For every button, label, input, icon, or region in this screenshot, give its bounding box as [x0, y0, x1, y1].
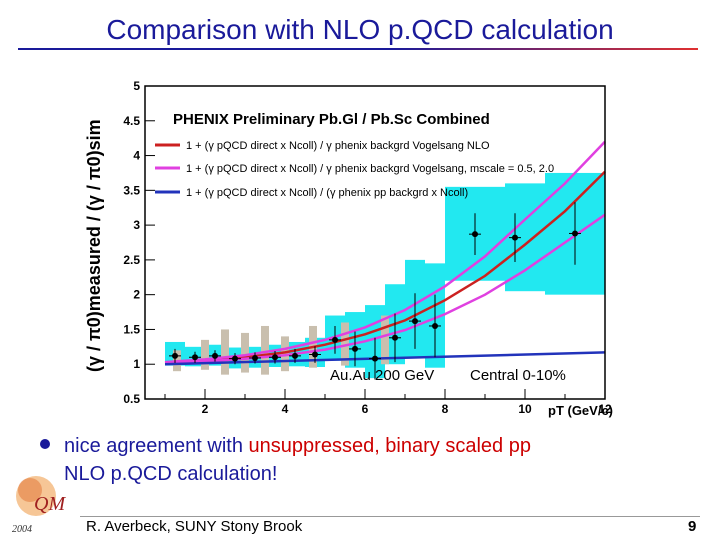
gray-band-7 [341, 322, 349, 366]
data-point-11 [392, 334, 398, 341]
y-tick-label-5: 3 [133, 218, 140, 232]
data-point-7 [312, 351, 318, 358]
data-point-4 [252, 354, 258, 361]
y-tick-label-2: 1.5 [123, 322, 140, 336]
y-tick-label-6: 3.5 [123, 183, 140, 197]
x-tick-label-5: 12 [598, 402, 612, 416]
data-point-1 [192, 354, 198, 361]
bullet-text-highlight: unsuppressed, binary scaled pp [248, 435, 531, 457]
data-point-0 [172, 352, 178, 359]
conclusion-bullet: nice agreement with unsuppressed, binary… [40, 432, 700, 488]
logo-year: 2004 [12, 524, 32, 535]
bullet-text-part3: NLO p.QCD calculation! [64, 463, 278, 485]
legend-label-vogelsang-nlo: 1 + (γ pQCD direct x Ncoll) / γ phenix b… [186, 140, 490, 152]
gray-band-1 [201, 339, 209, 370]
data-point-5 [272, 354, 278, 361]
legend-label-vogelsang-scale: 1 + (γ pQCD direct x Ncoll) / γ phenix b… [186, 163, 554, 175]
x-tick-label-1: 4 [282, 402, 289, 416]
x-tick-label-0: 2 [202, 402, 209, 416]
data-point-10 [372, 355, 378, 362]
conference-logo-icon: QM 2004 [12, 476, 66, 535]
data-point-3 [232, 355, 238, 362]
gray-band-8 [381, 315, 389, 365]
legend-label-pp-background: 1 + (γ pQCD direct x Ncoll) / (γ phenix … [186, 187, 468, 199]
y-tick-label-4: 2.5 [123, 253, 140, 267]
data-point-15 [512, 234, 518, 241]
data-point-9 [352, 345, 358, 352]
slide-title: Comparison with NLO p.QCD calculation [106, 14, 614, 45]
y-axis-label: (γ / π0)measured / (γ / π0)sim [84, 119, 104, 372]
title-underline [18, 48, 698, 50]
logo-mark: QM [34, 493, 66, 515]
plot-frame [144, 85, 606, 400]
x-tick-label-3: 8 [442, 402, 449, 416]
bullet-text-part1: nice agreement with [64, 435, 249, 457]
y-tick-label-7: 4 [133, 149, 140, 163]
data-point-14 [472, 231, 478, 238]
gray-band-4 [261, 325, 269, 375]
footer-divider [80, 516, 700, 517]
y-tick-label-1: 1 [133, 357, 140, 371]
annotation-system: Au.Au 200 GeV [330, 367, 434, 384]
legend: 1 + (γ pQCD direct x Ncoll) / γ phenix b… [155, 140, 554, 199]
page-number: 9 [688, 518, 697, 535]
gray-band-3 [241, 332, 249, 373]
data-point-2 [212, 352, 218, 359]
bullet-dot-icon [40, 438, 50, 449]
curve-1 [164, 140, 606, 364]
data-point-8 [332, 336, 338, 343]
y-tick-label-3: 2 [133, 288, 140, 302]
gray-band-2 [221, 329, 229, 375]
x-tick-label-4: 10 [518, 402, 532, 416]
chart-title: PHENIX Preliminary Pb.Gl / Pb.Sc Combine… [173, 111, 490, 128]
x-tick-label-2: 6 [362, 402, 369, 416]
data-points [169, 202, 581, 380]
y-tick-label-8: 4.5 [123, 114, 140, 128]
axis-ticks: 2 4 6 8 10 12 0.5 1 1.5 2 2.5 3 3.5 4 4.5 5 [123, 79, 612, 416]
y-tick-label-0: 0.5 [123, 392, 140, 406]
annotation-centrality: Central 0-10% [470, 367, 566, 384]
data-point-6 [292, 352, 298, 359]
gamma-pi0-ratio-plot: 2 4 6 8 10 12 0.5 1 1.5 2 2.5 3 3.5 4 4.5 5 PHENIX Prel… [84, 79, 613, 418]
data-point-16 [572, 230, 578, 237]
gray-band-5 [281, 336, 289, 372]
curve-3 [164, 351, 606, 366]
y-tick-label-9: 5 [133, 79, 140, 93]
data-point-12 [412, 318, 418, 325]
data-point-13 [432, 322, 438, 329]
x-axis-label: pT (GeV/c) [548, 403, 613, 418]
footer-author: R. Averbeck, SUNY Stony Brook [86, 518, 303, 535]
curve-0 [164, 170, 606, 365]
